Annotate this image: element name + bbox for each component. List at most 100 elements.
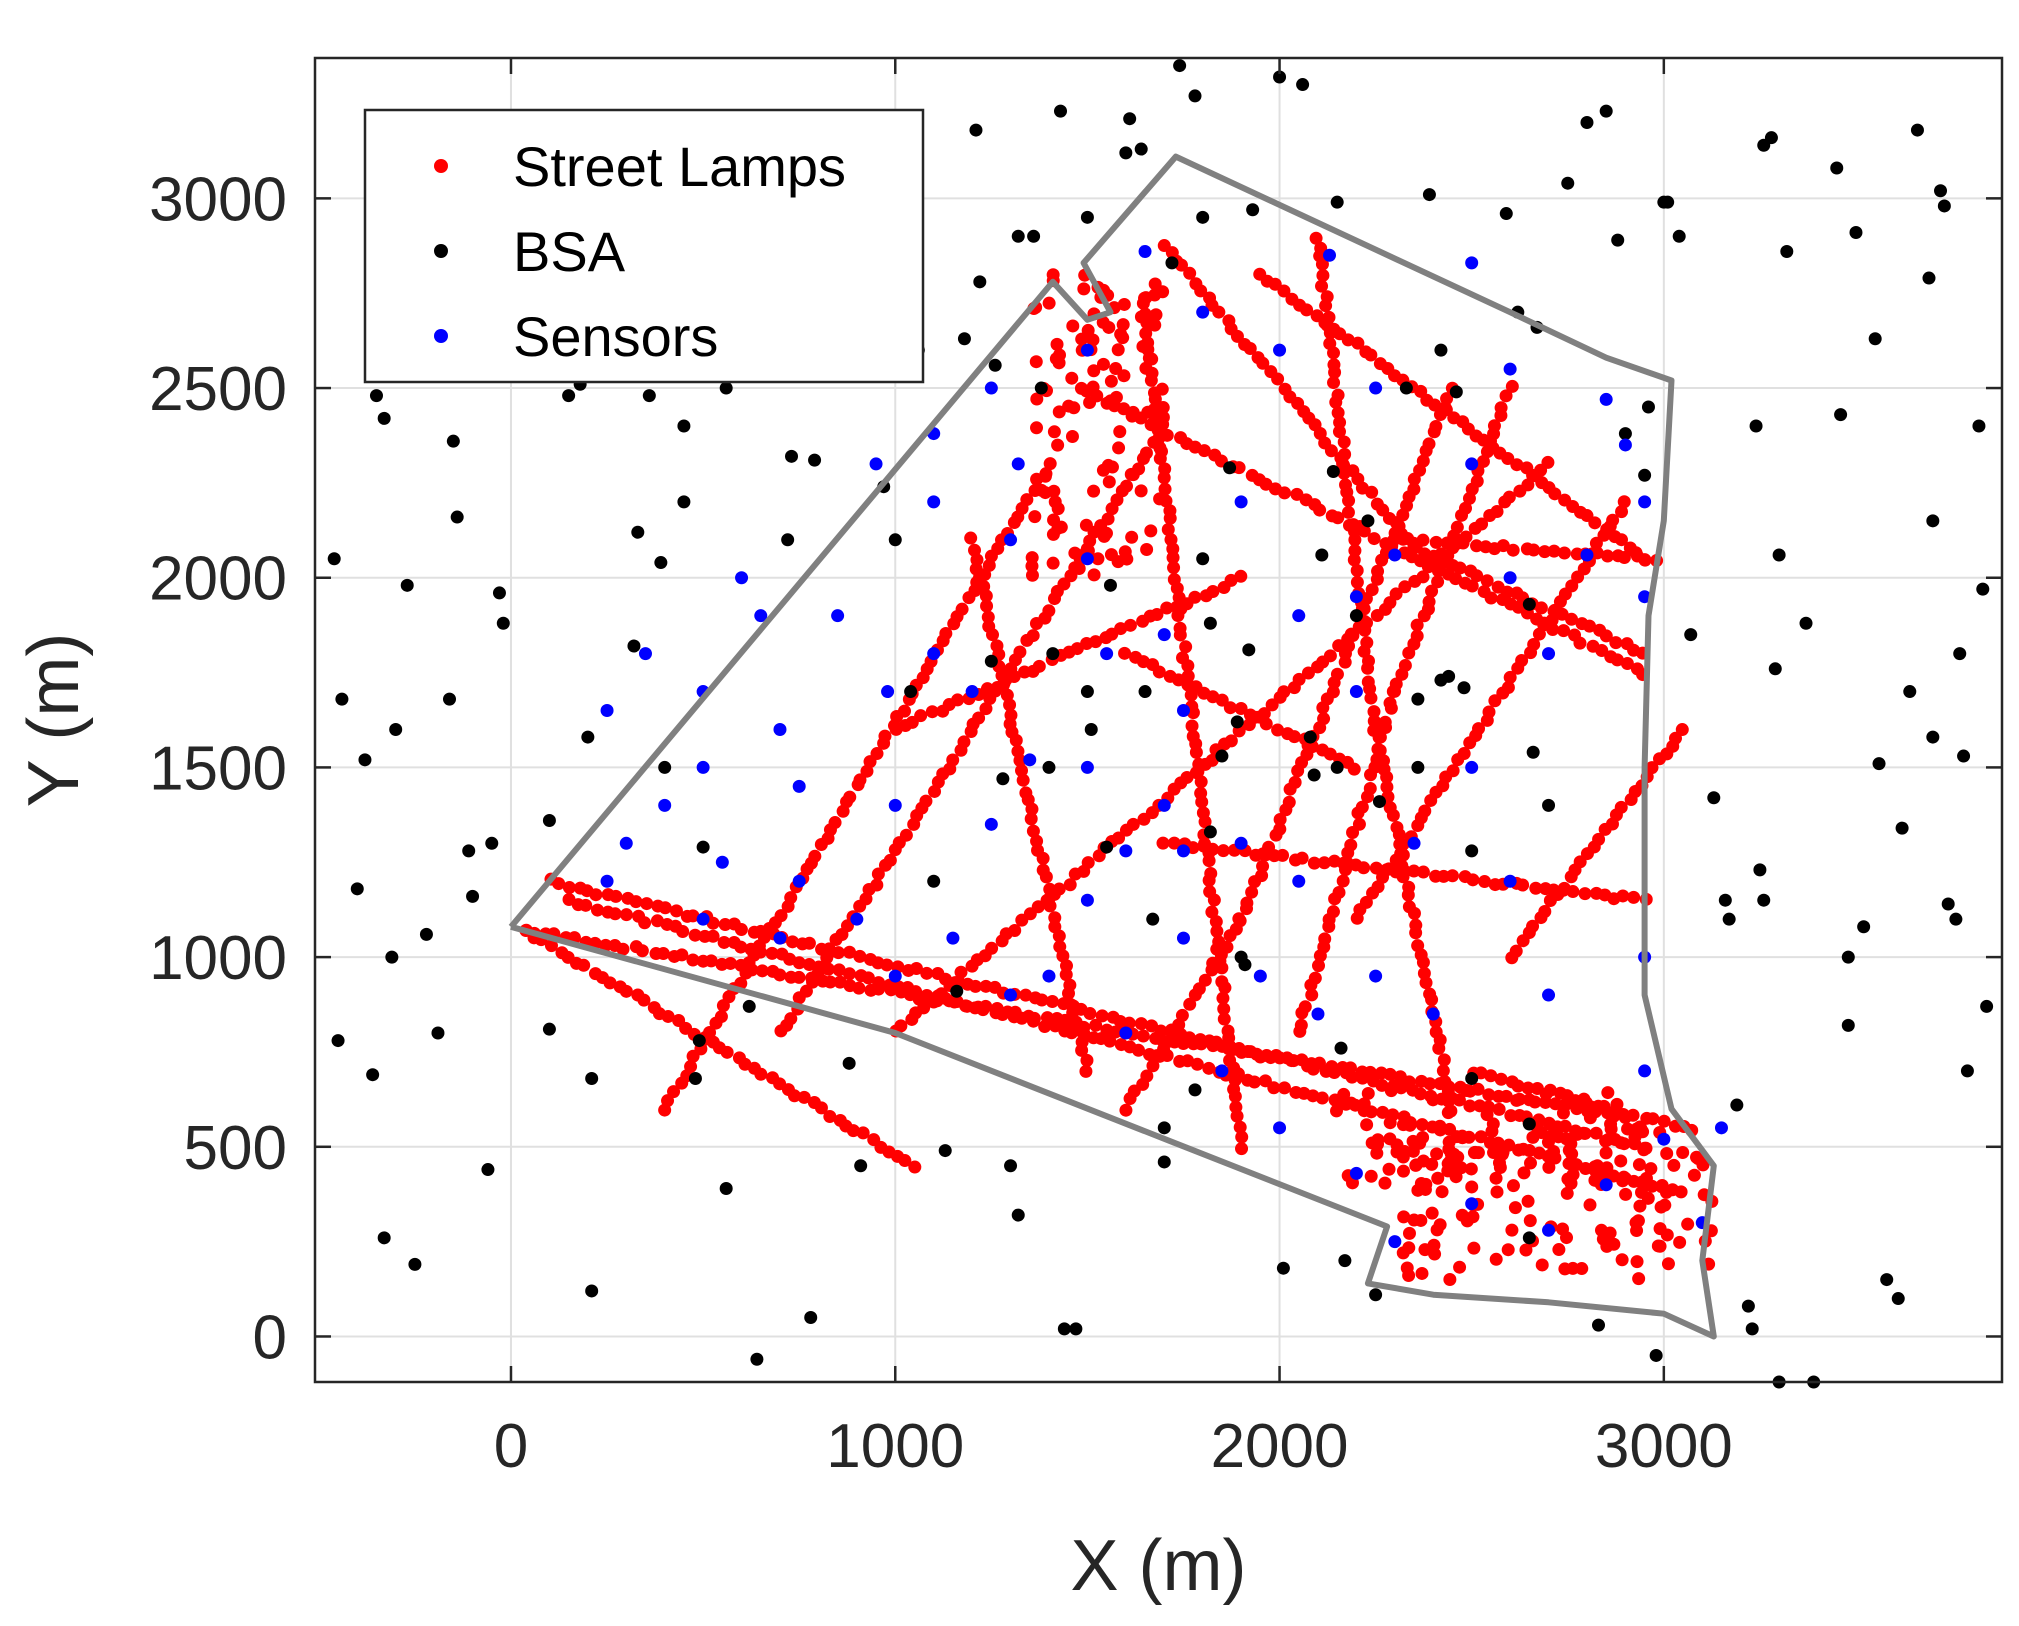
street-lamps-series: [519, 231, 1719, 1286]
street-lamp-point: [1599, 629, 1613, 643]
street-lamp-point: [954, 965, 968, 979]
street-lamp-point: [1517, 1166, 1531, 1180]
bsa-point: [1242, 643, 1256, 657]
street-lamp-point: [843, 790, 857, 804]
street-lamp-point: [1561, 1089, 1575, 1103]
street-lamp-point: [1167, 561, 1181, 575]
bsa-point: [1745, 1322, 1759, 1336]
street-lamp-point: [1295, 1006, 1309, 1020]
street-lamp-point: [1396, 1164, 1410, 1178]
street-lamp-point: [1052, 929, 1066, 943]
street-lamp-point: [1482, 1088, 1496, 1102]
bsa-point: [1157, 1155, 1171, 1169]
street-lamp-point: [787, 1089, 801, 1103]
sensor-point: [1542, 1223, 1556, 1237]
bsa-point: [1434, 673, 1448, 687]
street-lamp-point: [1615, 533, 1629, 547]
bsa-point: [996, 772, 1010, 786]
street-lamp-point: [1015, 764, 1029, 778]
street-lamp-point: [1047, 484, 1061, 498]
street-lamp-point: [1218, 981, 1232, 995]
bsa-point: [1134, 142, 1148, 156]
street-lamp-point: [1489, 1252, 1503, 1266]
bsa-point: [585, 1284, 599, 1298]
street-lamp-point: [934, 987, 948, 1001]
street-lamp-point: [1113, 425, 1127, 439]
bsa-point: [1903, 685, 1917, 699]
bsa-point: [888, 533, 902, 547]
street-lamp-point: [1322, 920, 1336, 934]
bsa-point: [1768, 662, 1782, 676]
bsa-point: [1526, 745, 1540, 759]
street-lamp-point: [1494, 408, 1508, 422]
bsa-point: [1349, 609, 1363, 623]
street-lamp-point: [638, 916, 652, 930]
street-lamp-point: [814, 961, 828, 975]
street-lamp-point: [1188, 590, 1202, 604]
street-lamp-point: [1118, 646, 1132, 660]
sensor-point: [1369, 969, 1383, 983]
sensor-point: [888, 969, 902, 983]
street-lamp-point: [1410, 618, 1424, 632]
bsa-point: [1522, 1231, 1536, 1245]
street-lamp-point: [1589, 1126, 1603, 1140]
street-lamp-point: [1471, 1146, 1485, 1160]
street-lamp-point: [1398, 580, 1412, 594]
street-lamp-point: [1534, 601, 1548, 615]
street-lamp-point: [870, 747, 884, 761]
street-lamp-point: [1083, 395, 1097, 409]
street-lamp-point: [1616, 1107, 1630, 1121]
street-lamp-point: [688, 928, 702, 942]
bsa-point: [1411, 692, 1425, 706]
street-lamp-point: [1589, 1160, 1603, 1174]
street-lamp-point: [1329, 395, 1343, 409]
street-lamp-point: [1597, 528, 1611, 542]
bsa-point: [1499, 207, 1513, 221]
street-lamp-point: [1013, 753, 1027, 767]
bsa-point: [1641, 400, 1655, 414]
street-lamp-point: [1051, 438, 1065, 452]
street-lamp-point: [589, 888, 603, 902]
street-lamp-point: [1484, 591, 1498, 605]
street-lamp-point: [1436, 1064, 1450, 1078]
street-lamp-point: [1516, 878, 1530, 892]
street-lamp-point: [1548, 1097, 1562, 1111]
street-lamp-point: [1541, 455, 1555, 469]
legend: Street Lamps BSA Sensors: [363, 108, 925, 384]
street-lamp-point: [828, 816, 842, 830]
sensor-point: [1349, 590, 1363, 604]
street-lamp-point: [1163, 511, 1177, 525]
street-lamp-point: [1416, 533, 1430, 547]
street-lamp-point: [1437, 1053, 1451, 1067]
street-lamp-point: [1013, 645, 1027, 659]
axes-frame: [313, 56, 2004, 1384]
street-lamp-point: [1331, 511, 1345, 525]
bsa-point: [1203, 616, 1217, 630]
bsa-point: [988, 358, 1002, 372]
bsa-point: [492, 586, 506, 600]
street-lamp-point: [1397, 1210, 1411, 1224]
street-lamp-point: [1632, 1272, 1646, 1286]
sensor-point: [1599, 392, 1613, 406]
street-lamp-point: [1119, 1103, 1133, 1117]
bsa-point: [1841, 950, 1855, 964]
legend-marker-street-lamps: [434, 159, 448, 173]
bsa-point: [1522, 1117, 1536, 1131]
bsa-point: [1326, 465, 1340, 479]
street-lamp-point: [1453, 561, 1467, 575]
street-lamp-point: [1025, 568, 1039, 582]
x-tick-labels: 0 1000 2000 3000: [494, 1412, 1733, 1481]
bsa-point: [1157, 1121, 1171, 1135]
street-lamp-point: [1462, 491, 1476, 505]
bsa-point: [950, 984, 964, 998]
street-lamp-point: [1276, 848, 1290, 862]
street-lamp-point: [843, 945, 857, 959]
bsa-point: [1757, 893, 1771, 907]
street-lamp-point: [704, 954, 718, 968]
bsa-point: [1972, 419, 1986, 433]
sensor-point: [619, 836, 633, 850]
bsa-point: [542, 1022, 556, 1036]
sensor-point: [831, 609, 845, 623]
street-lamp-point: [1489, 1171, 1503, 1185]
street-lamp-point: [1030, 392, 1044, 406]
